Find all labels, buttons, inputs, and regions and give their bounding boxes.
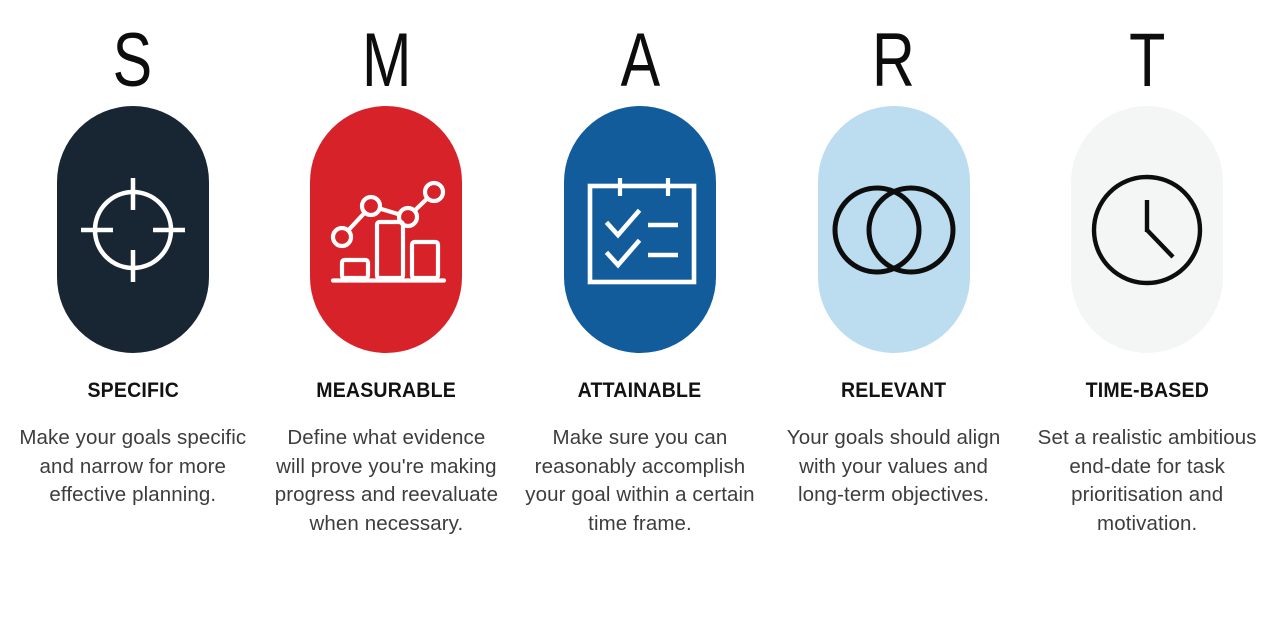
- smart-column-specific: S SPECIFIC Make your goals specific and …: [6, 0, 260, 510]
- bar-chart-line-icon: [331, 180, 447, 283]
- icon-pill-relevant: [817, 106, 970, 353]
- letter-m: M: [361, 18, 412, 103]
- smart-column-attainable: A ATTAINABLE Make sure you can reasonabl…: [513, 0, 767, 538]
- description-relevant: Your goals should align with your values…: [786, 426, 1001, 506]
- description-specific: Make your goals specific and narrow for …: [19, 426, 247, 506]
- letter-r: R: [872, 18, 915, 103]
- target-icon: [80, 177, 185, 282]
- smart-column-measurable: M MEASURABLE Define what evidence will p…: [260, 0, 514, 538]
- venn-diagram-icon: [832, 185, 956, 274]
- heading-relevant: RELEVANT: [840, 379, 947, 402]
- letter-a: A: [620, 18, 660, 103]
- icon-pill-specific: [56, 106, 209, 353]
- heading-attainable: ATTAINABLE: [578, 379, 702, 402]
- letter-s: S: [113, 18, 153, 103]
- letter-t: T: [1129, 18, 1166, 103]
- description-measurable: Define what evidence will prove you're m…: [274, 426, 499, 535]
- description-attainable: Make sure you can reasonably accomplish …: [525, 426, 755, 535]
- heading-time-based: TIME-BASED: [1085, 379, 1209, 402]
- icon-pill-time-based: [1071, 106, 1224, 353]
- heading-specific: SPECIFIC: [87, 379, 179, 402]
- checklist-clipboard-icon: [587, 177, 697, 284]
- heading-measurable: MEASURABLE: [316, 379, 457, 402]
- icon-pill-measurable: [310, 106, 463, 353]
- description-time-based: Set a realistic ambitious end-date for t…: [1037, 426, 1257, 535]
- smart-column-relevant: R RELEVANT Your goals should align with …: [767, 0, 1021, 510]
- clock-icon: [1091, 174, 1203, 285]
- icon-pill-attainable: [563, 106, 716, 353]
- smart-column-time-based: T TIME-BASED Set a realistic ambitious e…: [1020, 0, 1274, 538]
